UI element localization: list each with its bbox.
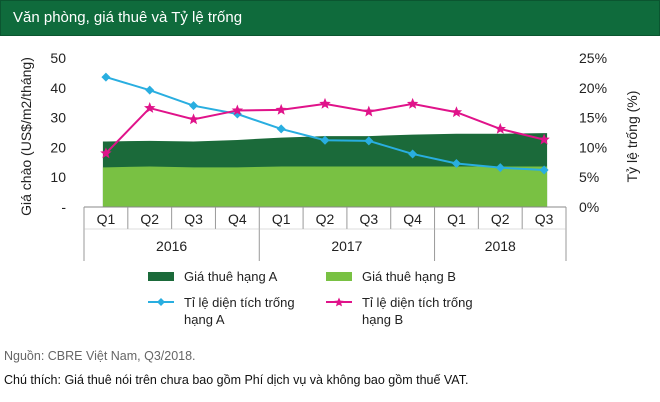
marker-vacancy-a bbox=[145, 85, 155, 95]
source-note: Nguồn: CBRE Việt Nam, Q3/2018. bbox=[4, 349, 196, 363]
marker-vacancy-b bbox=[100, 147, 112, 159]
x-tick-label: Q3 bbox=[535, 211, 554, 227]
marker-vacancy-a bbox=[320, 135, 330, 145]
marker-vacancy-a bbox=[451, 158, 461, 168]
marker-vacancy-b bbox=[363, 105, 375, 117]
area-rent-b bbox=[102, 166, 548, 207]
legend-swatch-vacancy-b bbox=[326, 296, 352, 308]
legend-rent-b: Giá thuê hạng B bbox=[326, 268, 456, 285]
marker-vacancy-b bbox=[494, 122, 506, 134]
legend-label-rent-a: Giá thuê hạng A bbox=[184, 269, 278, 284]
legend-label-vacancy-a-1: Tỉ lệ diện tích trống bbox=[184, 295, 295, 310]
marker-vacancy-a bbox=[495, 163, 505, 173]
legend-label-vacancy-b-2: hạng B bbox=[362, 312, 404, 327]
chart: Q1 Q2 Q3 Q4 Q1 Q2 Q3 Q4 Q1 Q2 Q3 2016 2017 2018 50 40 30… bbox=[18, 50, 640, 261]
marker-vacancy-a bbox=[101, 72, 111, 82]
chart-title: Văn phòng, giá thuê và Tỷ lệ trống bbox=[13, 9, 243, 26]
year-label: 2016 bbox=[156, 238, 187, 254]
legend-swatch-vacancy-a bbox=[148, 296, 174, 308]
y-left-tick-label: 10 bbox=[50, 169, 66, 185]
marker-vacancy-b bbox=[450, 106, 463, 118]
legend-label-rent-b: Giá thuê hạng B bbox=[362, 269, 456, 284]
legend-vacancy-b: Tỉ lệ diện tích trống hạng B bbox=[326, 294, 473, 328]
x-tick-label: Q3 bbox=[184, 211, 203, 227]
marker-vacancy-b bbox=[231, 104, 244, 116]
comment-note: Chú thích: Giá thuê nói trên chưa bao gồ… bbox=[4, 373, 469, 387]
y-right-tick-label: 25% bbox=[579, 50, 607, 66]
x-tick-label: Q1 bbox=[272, 211, 291, 227]
x-tick-label: Q1 bbox=[447, 211, 466, 227]
year-label: 2017 bbox=[331, 238, 362, 254]
y-left-tick-label: 30 bbox=[50, 110, 66, 126]
y-left-axis-title: Giá chào (US$/m2/tháng) bbox=[18, 57, 34, 216]
legend-rent-a: Giá thuê hạng A bbox=[148, 268, 277, 285]
x-tick-label: Q4 bbox=[403, 211, 422, 227]
y-right-axis-title: Tỷ lệ trống (%) bbox=[624, 91, 640, 183]
marker-vacancy-b bbox=[538, 133, 550, 145]
x-tick-label: Q4 bbox=[228, 211, 247, 227]
marker-vacancy-b bbox=[187, 113, 200, 125]
marker-vacancy-a bbox=[408, 149, 418, 159]
x-tick-label: Q1 bbox=[97, 211, 116, 227]
year-label: 2018 bbox=[485, 238, 516, 254]
y-left-tick-label: 40 bbox=[50, 80, 66, 96]
y-right-tick-label: 5% bbox=[579, 169, 599, 185]
x-tick-label: Q2 bbox=[140, 211, 159, 227]
y-left-tick-label: 50 bbox=[50, 50, 66, 66]
legend-swatch-rent-b bbox=[326, 272, 352, 281]
legend-label-vacancy-a-2: hạng A bbox=[184, 312, 225, 327]
legend-vacancy-a: Tỉ lệ diện tích trống hạng A bbox=[148, 294, 295, 328]
marker-vacancy-b bbox=[275, 103, 287, 115]
marker-vacancy-b bbox=[319, 97, 331, 109]
y-right-tick-label: 20% bbox=[579, 80, 607, 96]
y-right-tick-label: 15% bbox=[579, 110, 607, 126]
marker-vacancy-a bbox=[539, 165, 549, 175]
y-left-tick-label: - bbox=[61, 199, 66, 215]
chart-title-bar: Văn phòng, giá thuê và Tỷ lệ trống bbox=[0, 0, 660, 36]
x-tick-label: Q2 bbox=[491, 211, 510, 227]
legend-swatch-rent-a bbox=[148, 272, 174, 281]
y-right-tick-label: 0% bbox=[579, 199, 599, 215]
marker-vacancy-a bbox=[276, 124, 286, 134]
x-tick-label: Q2 bbox=[316, 211, 335, 227]
legend-label-vacancy-b-1: Tỉ lệ diện tích trống bbox=[362, 295, 473, 310]
legend: Giá thuê hạng A Giá thuê hạng B Tỉ lệ di… bbox=[148, 268, 568, 336]
marker-vacancy-a bbox=[364, 136, 374, 146]
marker-vacancy-a bbox=[189, 101, 199, 111]
marker-vacancy-b bbox=[406, 97, 419, 109]
y-left-tick-label: 20 bbox=[50, 139, 66, 155]
marker-vacancy-b bbox=[144, 102, 156, 113]
x-tick-label: Q3 bbox=[359, 211, 378, 227]
y-right-tick-label: 10% bbox=[579, 139, 607, 155]
